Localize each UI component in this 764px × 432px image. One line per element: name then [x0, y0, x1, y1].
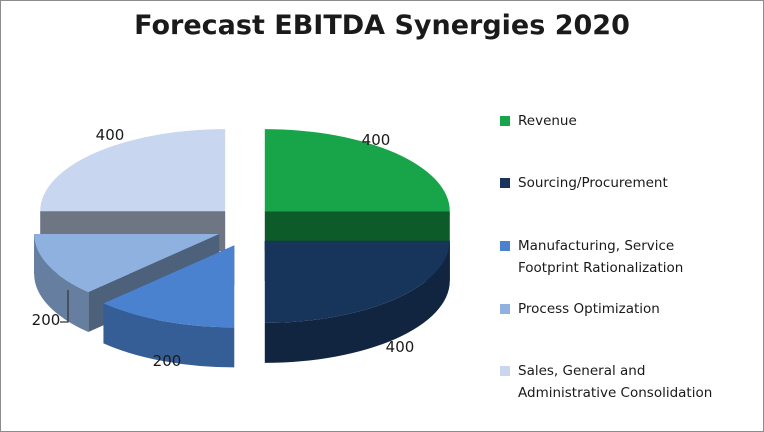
slice-sga [40, 129, 225, 211]
slice-revenue [265, 129, 450, 211]
data-label-revenue: 400 [362, 131, 391, 149]
legend-label: Sales, General and [518, 360, 758, 382]
legend-swatch-sourcing [500, 178, 510, 188]
data-label-sga: 400 [96, 126, 125, 144]
legend-swatch-process [500, 304, 510, 314]
legend-label-line2: Administrative Consolidation [518, 382, 758, 404]
data-label-manufacturing: 200 [153, 352, 182, 370]
legend-label: Sourcing/Procurement [518, 172, 758, 194]
data-label-sourcing: 400 [386, 338, 415, 356]
legend-label: Manufacturing, Service [518, 235, 758, 257]
legend-label: Process Optimization [518, 298, 758, 320]
legend-label: Revenue [518, 110, 758, 132]
legend-swatch-sga [500, 366, 510, 376]
data-label-process: 200 [32, 311, 61, 329]
legend-label-line2: Footprint Rationalization [518, 257, 758, 279]
legend-swatch-manufacturing [500, 241, 510, 251]
legend-swatch-revenue [500, 116, 510, 126]
